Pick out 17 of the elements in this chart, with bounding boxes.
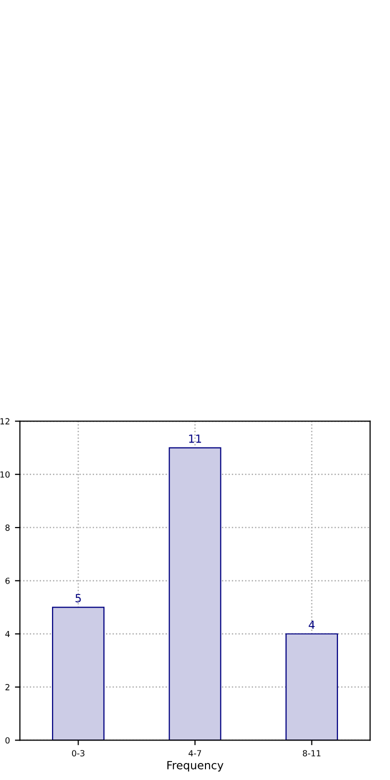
x-axis-title: Frequency <box>167 761 224 772</box>
bar <box>168 447 222 740</box>
y-tick-label: 2 <box>5 684 10 690</box>
data-label: 5 <box>76 594 81 602</box>
bar <box>286 633 338 740</box>
data-label: 4 <box>308 620 315 629</box>
y-tick-label: 0 <box>5 737 10 744</box>
y-tick-label: 12 <box>0 418 10 424</box>
y-tick-label: 10 <box>0 471 10 478</box>
y-tick-label: 6 <box>5 578 10 584</box>
y-tick-label: 4 <box>5 630 10 638</box>
y-tick-label: 8 <box>5 524 10 531</box>
bar <box>52 606 104 740</box>
x-tick-label: 0-3 <box>72 750 84 756</box>
data-label: 11 <box>189 434 202 443</box>
x-tick-label: 8-11 <box>302 750 320 756</box>
x-tick-label: 4-7 <box>188 750 202 756</box>
